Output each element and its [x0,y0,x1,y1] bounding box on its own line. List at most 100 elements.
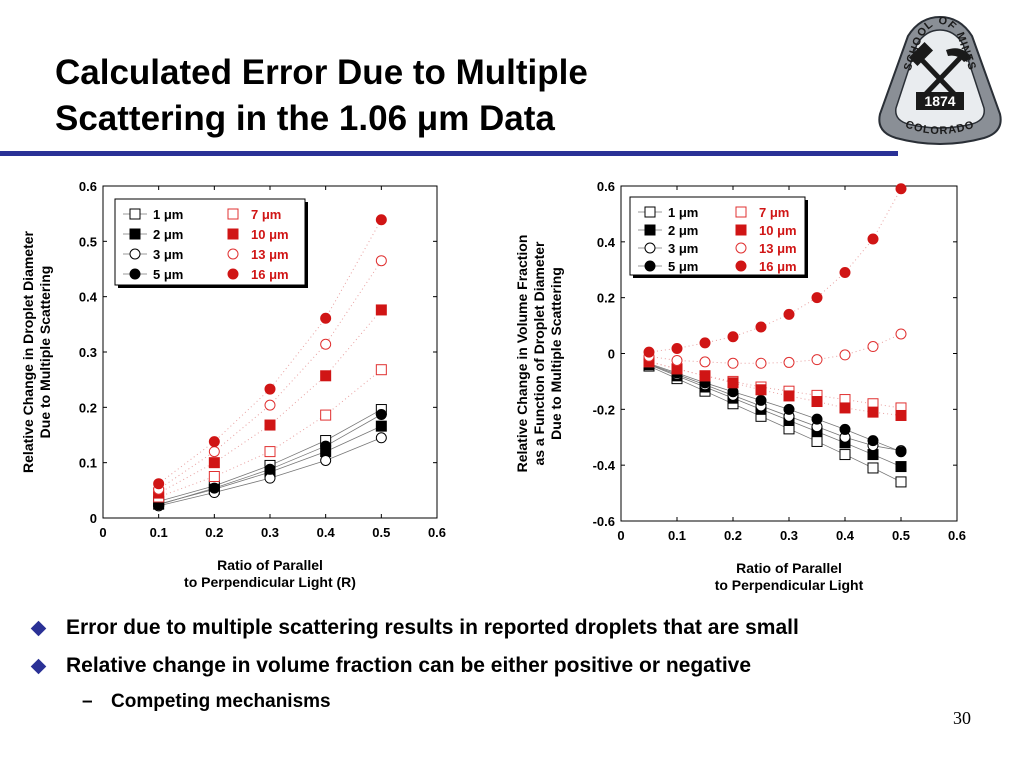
c1-series-line-2 [648,363,902,452]
c1-point-6-5 [783,356,795,368]
c1-point-4-1 [671,363,683,375]
c0-legend-label-6: 13 μm [251,247,289,262]
c0-legend-label-0: 1 μm [153,207,183,222]
dash-bullet-icon: – [82,691,93,712]
c0-point-1-4 [375,420,387,432]
c0-plot-frame [102,185,438,519]
c0-point-5-4 [375,304,387,316]
title-line-1: Calculated Error Due to Multiple [55,53,588,92]
c0-point-2-3 [320,454,332,466]
c0-point-6-2 [264,399,276,411]
title-divider [0,151,898,156]
c0-ytick-label-1: 0.1 [79,456,97,471]
c1-point-2-1 [671,368,683,380]
c0-legend-marker-4 [227,208,239,220]
c1-point-4-6 [811,389,823,401]
c1-series-line-1 [648,364,902,467]
c0-point-1-0 [153,498,165,510]
c1-point-0-9 [895,476,907,488]
c1-point-1-6 [811,426,823,438]
c0-point-2-2 [264,472,276,484]
c0-point-0-2 [264,459,276,471]
c1-point-4-8 [867,398,879,410]
c1-xtick-label-1: 0.1 [668,528,686,543]
c0-point-5-1 [208,457,220,469]
c1-legend-label-4: 7 μm [759,205,789,220]
c0-ytick-label-5: 0.5 [79,234,97,249]
c1-point-4-5 [783,385,795,397]
c1-point-4-3 [727,375,739,387]
c1-ytick-label-4: 0.2 [597,291,615,306]
c1-series-line-3 [648,363,902,453]
c1-point-0-8 [867,462,879,474]
c1-series-line-5 [648,360,902,416]
c1-plot-frame [620,185,958,522]
c1-point-7-5 [783,308,795,320]
c1-series-line-7 [648,188,902,353]
c0-point-2-1 [208,487,220,499]
c0-point-6-1 [208,446,220,458]
c1-point-4-7 [839,394,851,406]
c1-legend-marker-1 [644,224,656,236]
c1-point-5-2 [699,370,711,382]
c1-ytick-label-0: -0.6 [593,514,615,529]
c0-point-0-4 [375,404,387,416]
c1-point-3-9 [895,446,907,458]
c1-point-3-5 [783,403,795,415]
c0-ytick-label-0: 0 [90,511,97,526]
c0-point-7-3 [320,312,332,324]
c1-ytick-label-1: -0.4 [593,458,616,473]
c1-point-0-6 [811,435,823,447]
c0-xtick-label-3: 0.3 [261,525,279,540]
c1-point-6-0 [643,350,655,362]
c0-point-3-0 [153,499,165,511]
c0-series-line-3 [158,414,382,506]
c0-series-line-2 [158,437,382,507]
c1-point-3-3 [727,386,739,398]
c1-ylabel-line-1: as a Function of Droplet Diameter [531,241,547,466]
c0-ytick-label-4: 0.4 [79,290,98,305]
c0-point-3-4 [375,409,387,421]
c1-point-5-8 [867,406,879,418]
c1-point-1-3 [727,392,739,404]
c0-point-5-3 [320,370,332,382]
c1-point-0-4 [755,410,767,422]
diamond-bullet-icon [30,620,47,637]
c0-legend-marker-6 [227,248,239,260]
c0-point-2-0 [153,500,165,512]
c1-xlabel-line-1: to Perpendicular Light [715,577,864,593]
c1-point-6-8 [867,341,879,353]
c0-point-6-3 [320,338,332,350]
c0-point-6-0 [153,483,165,495]
c1-point-1-2 [699,381,711,393]
c0-point-0-3 [320,435,332,447]
c0-legend-label-5: 10 μm [251,227,289,242]
c1-legend-shadow [633,200,808,278]
c1-point-2-3 [727,389,739,401]
c1-series-line-6 [648,333,902,364]
c0-xtick-label-0: 0 [99,525,106,540]
c1-point-6-7 [839,349,851,361]
c1-point-7-0 [643,346,655,358]
c1-point-4-0 [643,356,655,368]
c0-xtick-label-6: 0.6 [428,525,446,540]
c1-xtick-label-3: 0.3 [780,528,798,543]
c1-point-0-0 [643,360,655,372]
c0-legend-marker-1 [129,228,141,240]
c1-point-0-7 [839,449,851,461]
c0-point-0-1 [208,480,220,492]
c1-point-2-4 [755,400,767,412]
c0-xtick-label-4: 0.4 [317,525,336,540]
c0-legend-label-3: 5 μm [153,267,183,282]
c1-point-7-7 [839,267,851,279]
c1-xtick-label-2: 0.2 [724,528,742,543]
c1-point-1-1 [671,370,683,382]
c0-point-1-1 [208,483,220,495]
c0-legend-box [114,198,306,286]
bullet-item-1: Error due to multiple scattering results… [30,614,930,642]
c0-point-7-0 [153,478,165,490]
c1-point-6-9 [895,328,907,340]
page-number: 30 [953,708,971,728]
c1-legend-label-6: 13 μm [759,241,797,256]
c0-legend-label-7: 16 μm [251,267,289,282]
